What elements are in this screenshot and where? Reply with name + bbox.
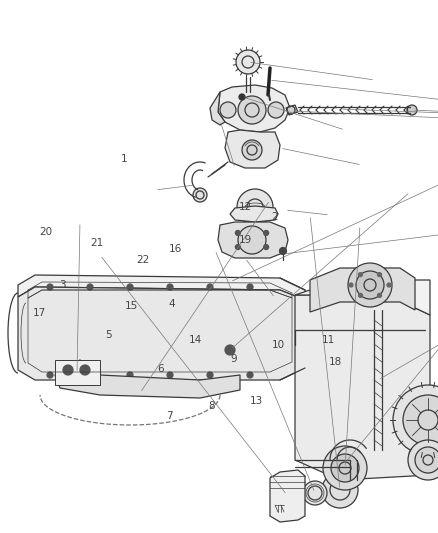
Circle shape (279, 247, 286, 254)
Circle shape (193, 188, 207, 202)
Circle shape (247, 284, 253, 290)
Polygon shape (210, 92, 225, 125)
Circle shape (358, 293, 363, 297)
Polygon shape (286, 105, 298, 115)
Text: 21: 21 (90, 238, 103, 247)
Circle shape (238, 96, 266, 124)
Text: 13: 13 (250, 396, 263, 406)
Polygon shape (225, 130, 280, 168)
Circle shape (220, 102, 236, 118)
Text: 8: 8 (208, 401, 215, 411)
Text: 5: 5 (105, 330, 112, 340)
Text: 12: 12 (239, 202, 252, 212)
Polygon shape (230, 206, 278, 222)
Circle shape (268, 102, 284, 118)
Text: 1: 1 (120, 154, 127, 164)
Circle shape (127, 284, 133, 290)
Circle shape (47, 372, 53, 378)
Circle shape (237, 189, 273, 225)
Circle shape (167, 284, 173, 290)
Circle shape (403, 395, 438, 445)
Circle shape (87, 372, 93, 378)
Circle shape (415, 447, 438, 473)
Circle shape (87, 284, 93, 290)
Text: 2: 2 (272, 213, 278, 222)
Circle shape (408, 440, 438, 480)
Circle shape (63, 365, 73, 375)
Circle shape (378, 293, 381, 297)
Polygon shape (218, 222, 288, 258)
Circle shape (303, 481, 327, 505)
Circle shape (235, 230, 240, 236)
Circle shape (356, 271, 384, 299)
Text: 15: 15 (125, 302, 138, 311)
Circle shape (207, 372, 213, 378)
Circle shape (378, 272, 381, 277)
Circle shape (238, 226, 266, 254)
Circle shape (322, 472, 358, 508)
Circle shape (247, 372, 253, 378)
Text: 11: 11 (322, 335, 335, 344)
Circle shape (239, 94, 245, 100)
Polygon shape (270, 470, 305, 522)
Text: 17: 17 (33, 309, 46, 318)
Text: 7: 7 (166, 411, 173, 421)
Circle shape (235, 245, 240, 249)
Polygon shape (310, 268, 415, 312)
Text: 10: 10 (272, 341, 285, 350)
Text: 4: 4 (169, 299, 175, 309)
Circle shape (80, 365, 90, 375)
Circle shape (393, 385, 438, 455)
Text: 22: 22 (136, 255, 149, 264)
Text: 20: 20 (39, 227, 53, 237)
Polygon shape (55, 360, 240, 398)
Polygon shape (218, 85, 290, 132)
Circle shape (349, 283, 353, 287)
Circle shape (167, 372, 173, 378)
Circle shape (407, 105, 417, 115)
Circle shape (331, 454, 359, 482)
Circle shape (323, 446, 367, 490)
Circle shape (264, 245, 268, 249)
Polygon shape (18, 275, 305, 300)
Circle shape (264, 230, 268, 236)
Circle shape (358, 272, 363, 277)
Text: 6: 6 (158, 364, 164, 374)
Circle shape (47, 284, 53, 290)
Polygon shape (55, 360, 100, 385)
Circle shape (207, 284, 213, 290)
Text: 19: 19 (239, 235, 252, 245)
Text: 16: 16 (169, 244, 182, 254)
Text: 3: 3 (59, 280, 66, 290)
Text: 9: 9 (230, 354, 237, 364)
Circle shape (225, 345, 235, 355)
Text: 18: 18 (328, 358, 342, 367)
Polygon shape (295, 280, 430, 315)
Circle shape (127, 372, 133, 378)
Text: 14: 14 (188, 335, 201, 344)
Polygon shape (295, 295, 430, 480)
Polygon shape (18, 287, 305, 380)
Circle shape (387, 283, 391, 287)
Circle shape (236, 50, 260, 74)
Circle shape (242, 140, 262, 160)
Circle shape (348, 263, 392, 307)
